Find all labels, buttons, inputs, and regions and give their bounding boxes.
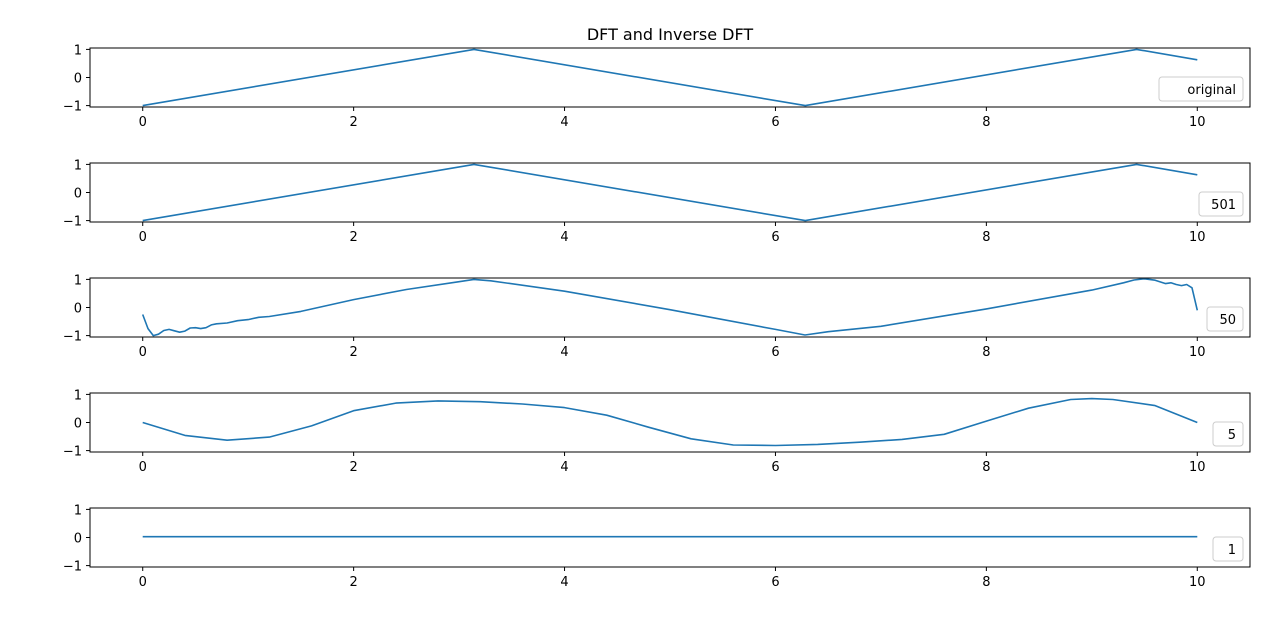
x-tick-label: 10	[1189, 575, 1206, 590]
y-tick-label: −1	[63, 560, 82, 575]
x-tick-label: 6	[771, 575, 779, 590]
subplot-4: 0 2 4 6 8 10 −1 0 1 5	[63, 388, 1251, 475]
x-tick-label: 6	[771, 115, 779, 130]
x-tick-label: 4	[560, 345, 568, 360]
x-tick-label: 4	[560, 575, 568, 590]
legend-box	[1212, 421, 1244, 447]
x-tick-label: 6	[771, 345, 779, 360]
x-tick-label: 2	[349, 575, 357, 590]
legend-label: original	[1187, 83, 1236, 98]
x-tick-label: 4	[560, 230, 568, 245]
series-line-1	[141, 277, 1199, 337]
subplot-1: 0 2 4 6 8 10 −1 0 1 original	[63, 43, 1251, 130]
x-tick-label: 0	[139, 230, 147, 245]
x-tick-label: 0	[139, 460, 147, 475]
y-tick-label: 0	[74, 417, 82, 432]
y-tick-label: 0	[74, 72, 82, 87]
legend-label: 50	[1219, 313, 1236, 328]
x-tick-label: 10	[1189, 460, 1206, 475]
x-tick-label: 8	[982, 575, 990, 590]
x-tick-label: 2	[349, 115, 357, 130]
axes-frame	[89, 277, 1251, 338]
chart-title: DFT and Inverse DFT	[587, 25, 754, 44]
x-tick-label: 8	[982, 115, 990, 130]
y-tick-label: 1	[74, 503, 82, 518]
subplot-3: 0 2 4 6 8 10 −1 0 1 50	[63, 273, 1251, 360]
axes-frame	[89, 392, 1251, 453]
x-tick-label: 0	[139, 575, 147, 590]
y-tick-label: 1	[74, 43, 82, 58]
y-tick-label: −1	[63, 445, 82, 460]
legend-label: 501	[1211, 198, 1236, 213]
y-tick-label: −1	[63, 100, 82, 115]
series-line-1	[142, 397, 1198, 447]
x-tick-label: 10	[1189, 115, 1206, 130]
x-tick-label: 6	[771, 460, 779, 475]
y-tick-label: −1	[63, 330, 82, 345]
subplot-5: 0 2 4 6 8 10 −1 0 1 1	[63, 503, 1251, 590]
x-tick-label: 8	[982, 230, 990, 245]
series-line-1	[142, 48, 1198, 107]
x-tick-label: 6	[771, 230, 779, 245]
legend-label: 5	[1228, 428, 1236, 443]
x-tick-label: 8	[982, 460, 990, 475]
x-tick-label: 2	[349, 230, 357, 245]
x-tick-label: 4	[560, 460, 568, 475]
subplot-2: 0 2 4 6 8 10 −1 0 1 501	[63, 158, 1251, 245]
x-tick-label: 2	[349, 345, 357, 360]
x-tick-label: 0	[139, 345, 147, 360]
y-tick-label: 0	[74, 187, 82, 202]
axes-frame	[89, 47, 1251, 108]
x-tick-label: 4	[560, 115, 568, 130]
legend-label: 1	[1228, 543, 1236, 558]
y-tick-label: 1	[74, 273, 82, 288]
y-tick-label: −1	[63, 215, 82, 230]
y-tick-label: 0	[74, 302, 82, 317]
legend-box	[1198, 191, 1244, 217]
series-line-1	[142, 163, 1198, 222]
x-tick-label: 8	[982, 345, 990, 360]
legend-box	[1158, 76, 1244, 102]
x-tick-label: 0	[139, 115, 147, 130]
x-tick-label: 10	[1189, 230, 1206, 245]
axes-frame	[89, 162, 1251, 223]
x-tick-label: 2	[349, 460, 357, 475]
y-tick-label: 1	[74, 158, 82, 173]
y-tick-label: 0	[74, 532, 82, 547]
y-tick-label: 1	[74, 388, 82, 403]
legend-box	[1206, 306, 1244, 332]
x-tick-label: 10	[1189, 345, 1206, 360]
legend-box	[1212, 536, 1244, 562]
